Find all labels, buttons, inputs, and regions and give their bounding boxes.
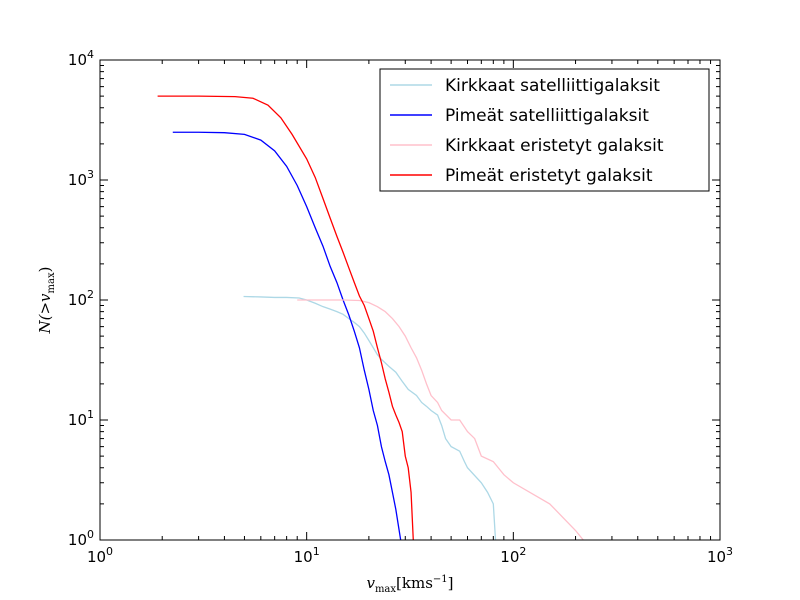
legend-label: Pimeät satelliittigalaksit — [445, 106, 649, 126]
y-tick-label: 104 — [68, 48, 94, 69]
legend-label: Kirkkaat eristetyt galaksit — [445, 136, 664, 156]
legend-box — [379, 68, 710, 192]
x-tick-label: 103 — [707, 545, 733, 566]
series-layer — [157, 95, 584, 540]
series-line-3 — [297, 299, 584, 540]
series-line-4 — [157, 95, 414, 540]
series-line-1 — [243, 295, 497, 540]
legend-label: Pimeät eristetyt galaksit — [445, 166, 653, 186]
y-tick-label: 102 — [68, 288, 94, 309]
x-tick-label: 100 — [87, 545, 113, 566]
axis-label-layer: vmax[kms−1] N(>vmax) — [36, 267, 454, 595]
x-axis-label: vmax[kms−1] — [366, 574, 453, 595]
legend-label: Kirkkaat satelliittigalaksit — [445, 76, 660, 96]
x-tick-label: 102 — [500, 545, 526, 566]
legend: Kirkkaat satelliittigalaksit Pimeät satel… — [379, 68, 710, 192]
tick-layer: 100 101 102 103 100 101 102 103 104 — [68, 48, 733, 566]
y-tick-label: 101 — [68, 408, 94, 429]
y-tick-label: 100 — [68, 528, 94, 549]
y-axis-label: N(>vmax) — [36, 267, 57, 335]
x-tick-label: 101 — [294, 545, 320, 566]
y-tick-label: 103 — [68, 168, 94, 189]
